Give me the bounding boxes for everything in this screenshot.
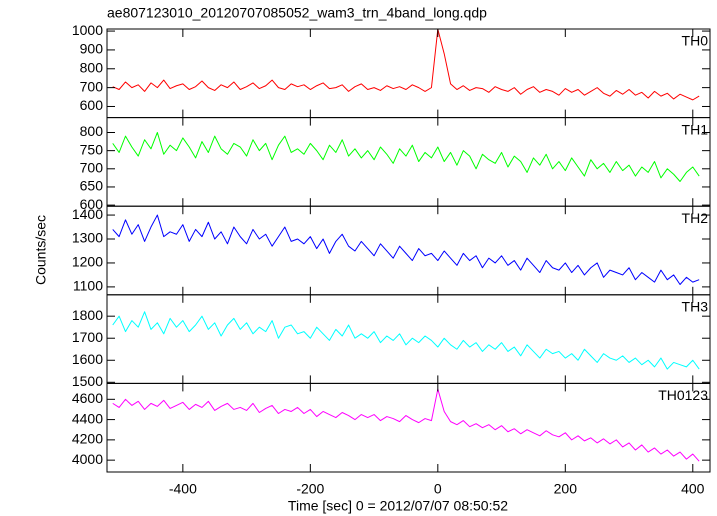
panel-frame	[106, 294, 711, 384]
x-tick-label: 400	[681, 481, 705, 497]
y-tick-label: 650	[80, 178, 104, 194]
y-tick-label: 4600	[72, 390, 103, 406]
y-tick-label: 700	[80, 160, 104, 176]
y-tick-label: 1100	[73, 278, 103, 294]
panel-label: TH1	[682, 121, 709, 137]
y-tick-label: 900	[80, 41, 104, 57]
y-tick-label: 1300	[72, 230, 103, 246]
data-line	[112, 29, 700, 101]
y-tick-label: 600	[80, 97, 104, 113]
y-tick-label: 1000	[72, 22, 103, 38]
y-tick-label: 1700	[72, 329, 103, 345]
chart-title: ae807123010_20120707085052_wam3_trn_4ban…	[107, 5, 487, 21]
y-tick-label: 600	[80, 196, 104, 212]
y-tick-label: 1200	[72, 254, 103, 270]
panel-frame	[106, 117, 711, 207]
panel-label: TH0123	[658, 387, 708, 403]
y-tick-label: 700	[80, 78, 104, 94]
panel-frame	[106, 205, 711, 296]
y-tick-label: 1800	[72, 307, 103, 323]
y-tick-label: 4200	[72, 431, 103, 447]
y-tick-label: 1400	[72, 206, 103, 222]
panel-label: TH0	[682, 33, 709, 49]
x-axis-label: Time [sec] 0 = 2012/07/07 08:50:52	[288, 498, 508, 514]
y-tick-label: 4000	[72, 451, 103, 467]
y-tick-label: 750	[80, 141, 104, 157]
panel-label: TH3	[682, 299, 709, 315]
y-tick-label: 4400	[72, 410, 103, 426]
data-line	[112, 214, 700, 285]
x-tick-label: 0	[434, 481, 442, 497]
data-line	[112, 131, 700, 183]
y-tick-label: 800	[80, 123, 104, 139]
data-line	[112, 388, 700, 462]
y-tick-label: 800	[80, 59, 104, 75]
x-tick-label: 200	[554, 481, 578, 497]
y-tick-label: 1500	[72, 373, 103, 389]
y-tick-label: 1600	[72, 351, 103, 367]
panel-frame	[106, 382, 711, 473]
panel-label: TH2	[682, 210, 709, 226]
data-line	[112, 311, 700, 370]
panel-frame	[106, 28, 711, 119]
x-tick-label: -200	[296, 481, 324, 497]
x-tick-label: -400	[169, 481, 197, 497]
y-axis-label: Counts/sec	[33, 215, 49, 285]
